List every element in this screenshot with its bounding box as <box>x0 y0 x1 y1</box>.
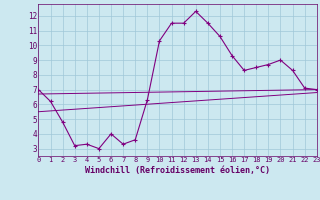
X-axis label: Windchill (Refroidissement éolien,°C): Windchill (Refroidissement éolien,°C) <box>85 166 270 175</box>
